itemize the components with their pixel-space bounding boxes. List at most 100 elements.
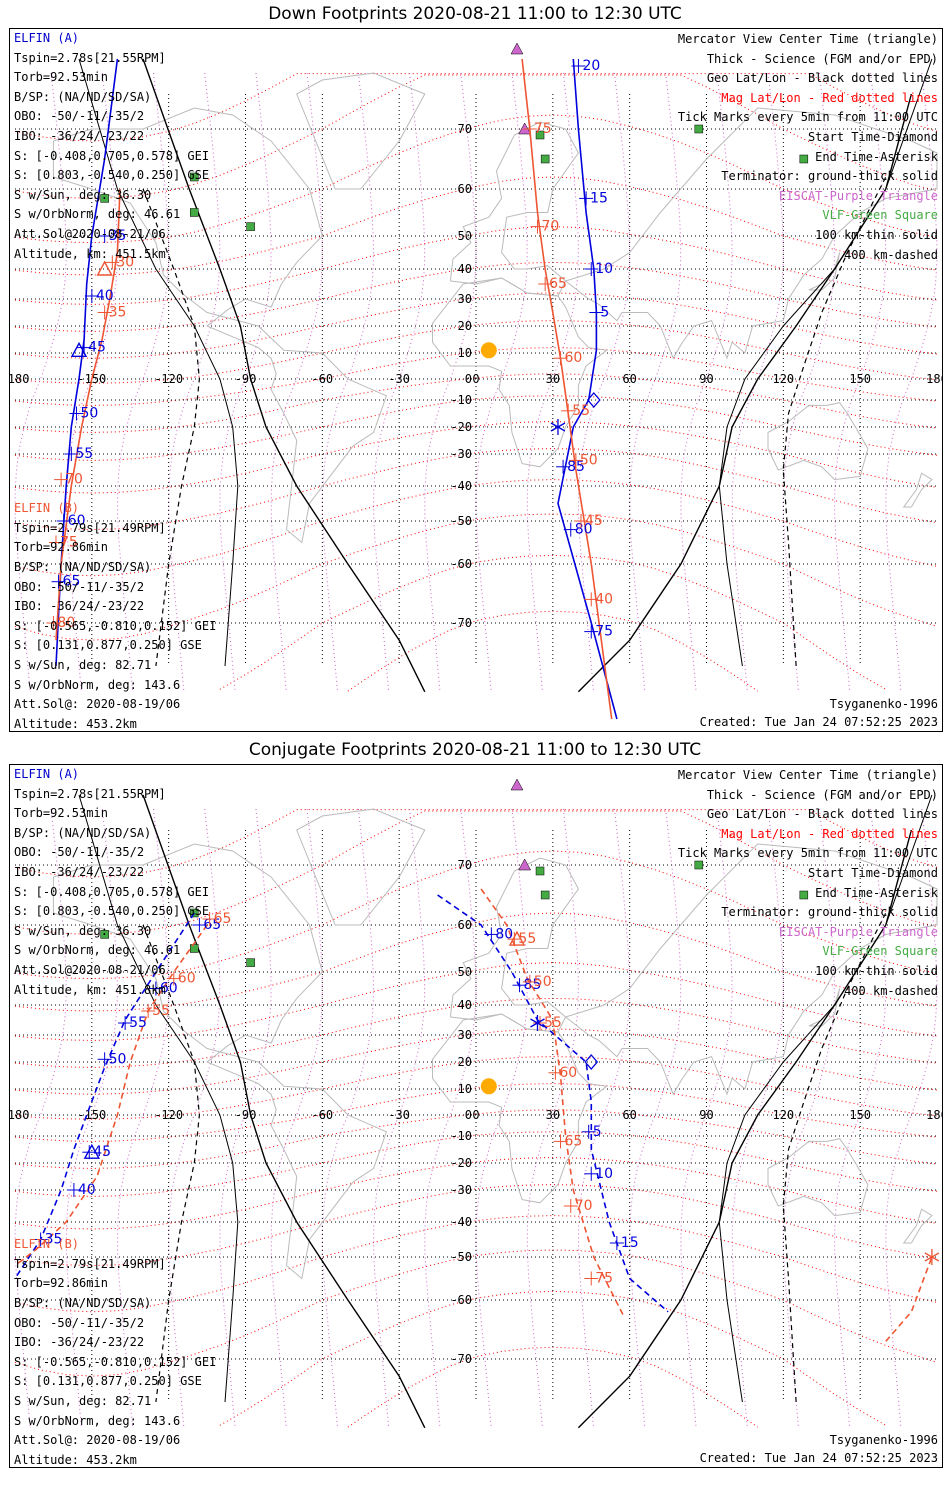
coastline xyxy=(565,843,938,1096)
legend-line: VLF-Green Square xyxy=(822,208,938,223)
eiscat-triangle-icon xyxy=(510,42,524,55)
tick-label: 60 xyxy=(565,350,583,366)
tick-label: 50 xyxy=(534,974,552,990)
terminator-line xyxy=(577,829,913,1429)
subsolar-sun-icon xyxy=(480,1078,497,1095)
terminator-line xyxy=(142,794,426,1429)
vlf-square-icon xyxy=(535,130,545,140)
coastline xyxy=(808,252,841,291)
lat-label: 10 xyxy=(458,1082,472,1096)
info-line: Tspin=2.78s[21.55RPM] xyxy=(14,786,166,801)
info-line: Torb=92.86min xyxy=(14,540,108,555)
legend-line: Mag Lat/Lon - Red dotted lines xyxy=(721,90,938,105)
lon-label: 120 xyxy=(772,1108,794,1122)
legend-line: Thick - Science (FGM and/or EPD) xyxy=(706,787,938,802)
panel1-created: Created: Tue Jan 24 07:52:25 2023 xyxy=(699,715,938,729)
vlf-square-icon xyxy=(540,154,550,164)
info-line: S w/OrbNorm, deg: 143.6 xyxy=(14,677,181,692)
lat-label: 70 xyxy=(458,858,472,872)
mag-lon-line xyxy=(168,72,221,692)
vlf-square-icon xyxy=(190,944,199,953)
tick-label: 65 xyxy=(214,911,232,927)
legend-line: End Time-Asterisk xyxy=(815,149,938,164)
lat-label: 0 xyxy=(465,372,472,386)
mag-lon-line xyxy=(885,72,938,692)
terminator-line xyxy=(577,93,913,693)
info-line: Torb=92.53min xyxy=(14,70,108,85)
panel2-created: Created: Tue Jan 24 07:52:25 2023 xyxy=(699,1451,938,1465)
info-line xyxy=(14,362,216,382)
tick-label: 70 xyxy=(65,472,83,488)
info-line: S: [0.131,0.877,0.250] GSE xyxy=(14,1374,202,1389)
tick-label: 20 xyxy=(582,58,600,74)
info-line: S: [-0.565,-0.810,0.152] GEI xyxy=(14,618,217,633)
mag-lat-line xyxy=(14,810,938,935)
lon-label: -90 xyxy=(235,372,257,386)
mag-lon-line xyxy=(526,808,579,1428)
vlf-square-icon xyxy=(694,860,704,870)
down-footprints-map: 706050403020100-10-20-30-40-50-60-70-180… xyxy=(9,28,943,732)
lat-label: -30 xyxy=(450,447,472,461)
lon-label: 0 xyxy=(472,372,479,386)
info-line: B/SP: (NA/ND/SD/SA) xyxy=(14,1296,152,1311)
coastline xyxy=(808,988,841,1027)
info-line: Altitude, km: 451.5km xyxy=(14,246,166,261)
info-line xyxy=(14,1020,216,1040)
legend-line: 100 km-thin solid xyxy=(815,963,938,978)
info-line: Altitude: 453.2km xyxy=(14,716,137,731)
tick-label: 70 xyxy=(541,219,559,235)
lat-label: 60 xyxy=(458,182,472,196)
lat-label: -20 xyxy=(450,1156,472,1170)
info-line: S w/OrbNorm, deg: 143.6 xyxy=(14,1413,181,1428)
mag-lon-line xyxy=(629,72,682,692)
tick-label: 40 xyxy=(96,288,114,304)
end-asterisk-icon xyxy=(924,1252,940,1262)
info-line: S w/Sun, deg: 82.71 xyxy=(14,1394,152,1408)
mag-lon-line xyxy=(65,808,118,1428)
lon-label: 180 xyxy=(926,1108,942,1122)
mag-lon-line xyxy=(424,808,477,1428)
tick-label: 15 xyxy=(590,190,608,206)
info-line: IBO: -36/24/-23/22 xyxy=(14,599,145,614)
info-line xyxy=(14,1039,216,1059)
lon-label: -60 xyxy=(311,1108,333,1122)
tick-label: 55 xyxy=(152,1003,170,1019)
info-line xyxy=(14,303,216,323)
lon-label: 30 xyxy=(546,372,560,386)
info-line: Altitude, km: 451.8km xyxy=(14,982,166,997)
tick-label: 75 xyxy=(595,1271,613,1287)
coastline xyxy=(52,107,388,544)
tick-label: 40 xyxy=(78,1182,96,1198)
tick-label: 15 xyxy=(621,1235,639,1251)
mag-lon-line xyxy=(117,808,169,1428)
tick-label: 65 xyxy=(203,917,221,933)
info-line: Tspin=2.79s[21.49RPM] xyxy=(14,1256,166,1271)
panel1-legend: Mercator View Center Time (triangle) Thic… xyxy=(678,30,938,265)
start-diamond-icon xyxy=(586,392,601,408)
tick-label: 55 xyxy=(75,446,93,462)
lat-label: 50 xyxy=(458,229,472,243)
lat-label: 70 xyxy=(458,122,472,136)
legend-line: EISCAT-Purple Triangle xyxy=(779,924,938,939)
lon-label: -60 xyxy=(311,372,333,386)
vlf-square-icon xyxy=(190,208,199,217)
info-line xyxy=(14,1137,216,1157)
lat-label: 60 xyxy=(458,918,472,932)
lon-label: -30 xyxy=(388,372,410,386)
info-line xyxy=(14,1079,216,1099)
info-line: IBO: -36/24/-23/22 xyxy=(14,864,145,879)
lat-label: -50 xyxy=(450,514,472,528)
mag-lon-line xyxy=(373,808,426,1428)
footprint-track-b xyxy=(14,924,208,1267)
legend-line: Tick Marks every 5min from 11:00 UTC xyxy=(677,110,938,125)
tick-label: 35 xyxy=(45,1232,63,1248)
lat-label: 40 xyxy=(458,262,472,276)
info-line: B/SP: (NA/ND/SD/SA) xyxy=(14,825,152,840)
panel1-left-info: ELFIN (A) Tspin=2.78s[21.55RPM] Torb=92.53… xyxy=(14,29,216,734)
mag-lat-line xyxy=(347,610,758,692)
legend-line: Geo Lat/Lon - Black dotted lines xyxy=(706,71,938,86)
tick-label: 60 xyxy=(160,981,178,997)
info-line: ELFIN (B) xyxy=(14,1237,80,1252)
tick-label: 5 xyxy=(600,305,609,321)
lon-label: 60 xyxy=(622,372,636,386)
